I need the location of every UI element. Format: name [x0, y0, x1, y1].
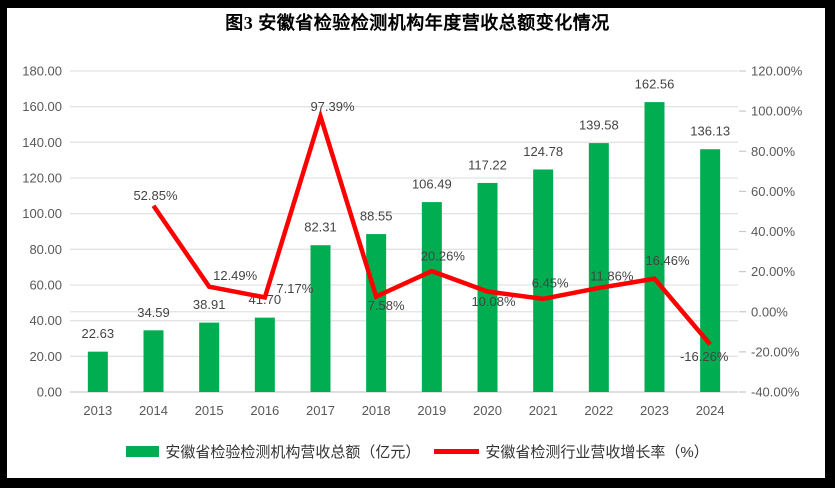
line-data-label: 52.85%: [133, 188, 178, 203]
left-axis-tick-label: 0.00: [37, 385, 62, 400]
right-axis-tick-label: 80.00%: [751, 144, 796, 159]
line-data-label: 6.45%: [532, 275, 569, 290]
growth-rate-line: [151, 108, 712, 346]
bar-2014: [143, 330, 164, 392]
right-axis-tick-label: -40.00%: [751, 385, 800, 400]
bar-data-label: 22.63: [82, 326, 115, 341]
legend-item-revenue: 安徽省检验检测机构营收总额（亿元）: [126, 441, 420, 462]
line-data-label: 7.58%: [368, 298, 405, 313]
right-axis-tick-label: 40.00%: [751, 224, 796, 239]
chart-background: [7, 8, 825, 478]
bar-data-label: 34.59: [137, 305, 170, 320]
bar-2015: [199, 322, 220, 392]
bar-2023: [644, 102, 665, 393]
bar-2024: [700, 149, 721, 392]
x-axis-label: 2023: [640, 403, 669, 418]
left-axis-tick-label: 80.00: [29, 242, 62, 257]
line-data-label: 11.86%: [590, 268, 634, 283]
line-data-label: 7.17%: [276, 281, 313, 296]
left-axis-tick-label: 100.00: [22, 206, 62, 221]
right-axis-tick-label: 100.00%: [751, 104, 803, 119]
line-data-label: -16.26%: [680, 349, 729, 364]
right-axis-tick-label: 60.00%: [751, 184, 796, 199]
line-data-label: 12.49%: [213, 268, 258, 283]
right-axis-tick-label: 20.00%: [751, 264, 796, 279]
line-data-label: 20.26%: [421, 249, 466, 264]
bar-2019: [421, 202, 442, 392]
bar-data-label: 38.91: [193, 297, 226, 312]
x-axis-label: 2020: [473, 403, 502, 418]
legend-item-growth: 安徽省检测行业营收增长率（%）: [434, 441, 709, 462]
chart-title: 图3 安徽省检验检测机构年度营收总额变化情况: [225, 13, 610, 33]
bar-data-label: 124.78: [523, 144, 563, 159]
legend-label-growth: 安徽省检测行业营收增长率（%）: [485, 444, 709, 461]
right-axis-tick-label: -20.00%: [751, 344, 800, 359]
bar-data-label: 139.58: [579, 118, 619, 133]
left-axis-tick-label: 120.00: [22, 171, 62, 186]
x-axis-label: 2013: [83, 403, 112, 418]
left-axis-tick-label: 140.00: [22, 135, 62, 150]
left-axis-tick-label: 160.00: [22, 99, 62, 114]
left-axis-tick-label: 60.00: [29, 278, 62, 293]
line-series-swatch-icon: [434, 449, 480, 454]
bar-2016: [254, 317, 275, 392]
right-axis-tick-label: 120.00%: [751, 64, 803, 79]
line-data-label: 16.46%: [645, 253, 690, 268]
bar-2017: [310, 245, 331, 392]
right-axis-tick-label: 0.00%: [751, 304, 788, 319]
x-axis-label: 2019: [417, 403, 446, 418]
x-axis-label: 2022: [584, 403, 613, 418]
x-axis-label: 2014: [139, 403, 168, 418]
line-data-label: 10.08%: [471, 294, 516, 309]
bar-data-label: 117.22: [468, 157, 507, 172]
chart-legend: 安徽省检验检测机构营收总额（亿元） 安徽省检测行业营收增长率（%）: [0, 441, 835, 462]
bar-2021: [533, 169, 554, 392]
x-axis-label: 2018: [362, 403, 391, 418]
x-axis-label: 2016: [250, 403, 279, 418]
bar-data-label: 162.56: [635, 77, 675, 92]
bar-data-label: 88.55: [360, 209, 393, 224]
bar-2022: [588, 143, 609, 392]
bar-data-label: 136.13: [690, 124, 730, 139]
bar-2013: [87, 351, 108, 392]
x-axis-label: 2024: [696, 403, 725, 418]
bar-2020: [477, 182, 498, 392]
x-axis-label: 2015: [195, 403, 224, 418]
bar-data-label: 106.49: [412, 177, 452, 192]
line-data-label: 97.39%: [310, 99, 355, 114]
bar-series-swatch-icon: [126, 446, 160, 457]
bar-data-label: 82.31: [304, 220, 337, 235]
left-axis-tick-label: 20.00: [29, 349, 62, 364]
left-axis-tick-label: 40.00: [29, 313, 62, 328]
left-axis-tick-label: 180.00: [22, 64, 62, 79]
legend-label-revenue: 安徽省检验检测机构营收总额（亿元）: [165, 444, 421, 461]
x-axis-label: 2017: [306, 403, 335, 418]
x-axis-label: 2021: [529, 403, 558, 418]
